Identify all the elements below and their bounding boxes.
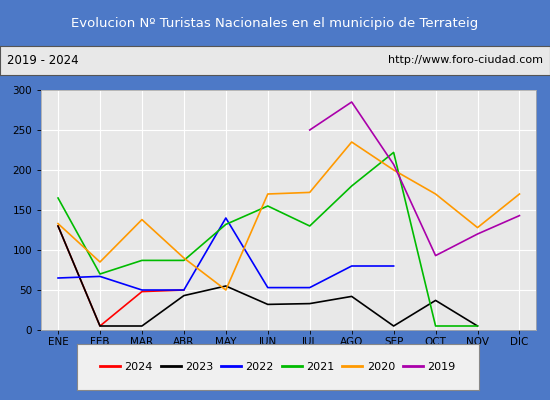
Legend: 2024, 2023, 2022, 2021, 2020, 2019: 2024, 2023, 2022, 2021, 2020, 2019 (96, 358, 460, 376)
Text: Evolucion Nº Turistas Nacionales en el municipio de Terrateig: Evolucion Nº Turistas Nacionales en el m… (72, 16, 478, 30)
Text: 2019 - 2024: 2019 - 2024 (7, 54, 78, 67)
Text: http://www.foro-ciudad.com: http://www.foro-ciudad.com (388, 55, 543, 65)
